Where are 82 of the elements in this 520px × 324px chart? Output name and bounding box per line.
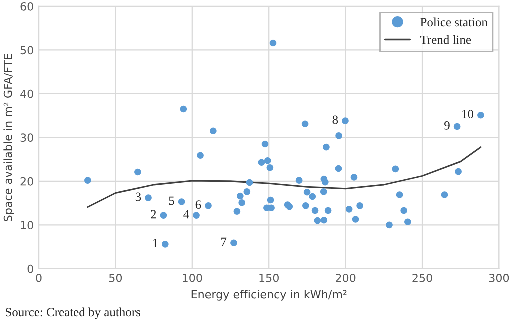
point [210,128,217,135]
point [314,217,322,224]
point [134,168,142,176]
point [323,144,330,151]
point [246,179,254,186]
annotation: 3 [136,192,142,202]
annotation: 9 [444,121,450,130]
point [264,157,272,164]
y-tick-label: 50 [20,46,34,55]
point [160,212,168,219]
point [404,218,412,226]
point [356,202,364,210]
point [302,202,310,210]
x-tick-label: 200 [336,274,356,282]
point [322,178,329,186]
point [178,198,186,206]
point [342,118,349,124]
point [441,192,448,198]
point [304,188,311,196]
point [320,188,328,196]
x-tick-label: 100 [183,274,202,282]
point [396,192,404,198]
annotation: 7 [222,238,227,246]
source-note: Source: Created by authors [6,308,140,320]
point [162,241,169,248]
point [205,202,212,210]
x-axis-title: Energy efficiency in kWh/m² [192,290,347,301]
point [234,208,241,216]
annotation: 10 [462,110,474,119]
y-tick-label: 10 [21,221,34,230]
annotation: 8 [332,116,338,124]
point [309,193,316,200]
annotation: 2 [151,210,156,219]
point [386,222,393,229]
annotation: 5 [169,196,174,206]
point [454,123,461,130]
x-tick-label: 300 [489,274,510,282]
point [320,216,328,224]
y-tick-label: 30 [20,134,34,142]
point [266,164,274,172]
x-tick-label: 150 [260,274,279,282]
point [335,165,342,172]
point [478,112,484,119]
y-tick-label: 60 [20,2,34,11]
point [244,188,251,196]
point [352,216,360,223]
y-tick-label: 40 [20,90,34,98]
point [302,120,309,128]
point [346,206,353,213]
point [455,168,462,176]
x-tick-label: 0 [36,274,42,282]
point [270,40,277,47]
point [197,152,204,160]
legend-label: Trend line [420,35,472,44]
annotation: 4 [184,210,190,219]
point [258,159,266,166]
x-tick-label: 50 [109,274,122,282]
point [237,192,244,200]
y-tick-label: 20 [20,177,34,186]
point [312,207,319,214]
point [238,199,246,206]
point [230,240,238,247]
point [193,212,200,219]
point [268,204,275,212]
point [84,177,92,184]
x-tick-label: 250 [412,274,432,282]
point [324,207,332,214]
point [400,207,408,214]
point [145,194,152,202]
legend-label: Police station [420,18,488,27]
line-series [87,146,482,208]
annotation: 6 [196,200,202,210]
y-axis-title: Space available in m² GFA/FTE [4,54,14,222]
point [336,132,342,140]
point [296,177,303,184]
point [392,166,400,173]
point [262,140,269,148]
point [180,106,188,113]
y-tick-label: 0 [28,264,34,274]
point [350,174,358,181]
point [267,196,274,204]
annotation: 1 [153,239,158,248]
